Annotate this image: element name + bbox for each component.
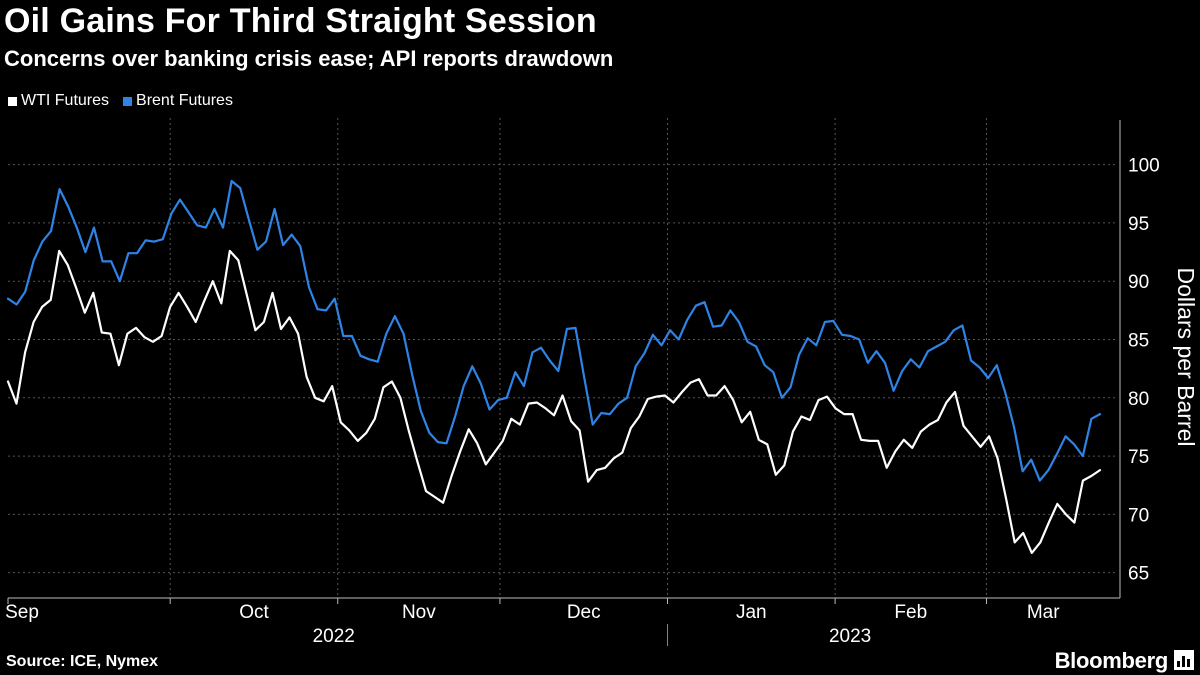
y-tick-label-90: 90: [1128, 272, 1149, 293]
legend-item-brent: Brent Futures: [123, 92, 233, 110]
legend: WTI Futures Brent Futures: [8, 92, 233, 110]
legend-label-brent: Brent Futures: [136, 92, 233, 109]
x-tick-label-nov: Nov: [402, 602, 436, 623]
series-line-wti: [6, 249, 1102, 555]
y-tick-label-100: 100: [1128, 156, 1160, 177]
source-note: Source: ICE, Nymex: [6, 653, 159, 670]
x-tick-label-mar: Mar: [1027, 602, 1060, 623]
chart-title: Oil Gains For Third Straight Session: [4, 2, 597, 40]
y-tick-label-75: 75: [1128, 447, 1149, 468]
x-tick-label-jan: Jan: [736, 602, 767, 623]
legend-label-wti: WTI Futures: [21, 92, 110, 109]
y-tick-label-95: 95: [1128, 214, 1149, 235]
y-tick-label-80: 80: [1128, 389, 1149, 410]
chart-subtitle: Concerns over banking crisis ease; API r…: [4, 46, 614, 71]
series-line-brent: [6, 179, 1102, 482]
y-tick-label-70: 70: [1128, 505, 1149, 526]
bloomberg-chart-icon: [1174, 650, 1194, 670]
y-tick-label-65: 65: [1128, 564, 1149, 585]
year-label-2022: 2022: [313, 626, 355, 647]
year-label-2023: 2023: [829, 626, 871, 647]
y-axis-title: Dollars per Barrel: [1173, 268, 1199, 447]
y-tick-label-85: 85: [1128, 331, 1149, 352]
x-tick-label-oct: Oct: [239, 602, 269, 623]
legend-swatch-brent: [123, 96, 133, 106]
x-tick-label-sep: Sep: [5, 602, 39, 623]
x-tick-label-feb: Feb: [894, 602, 927, 623]
legend-swatch-wti: [8, 96, 17, 106]
legend-item-wti: WTI Futures: [8, 92, 109, 110]
bloomberg-logo: Bloomberg: [1054, 648, 1169, 673]
x-tick-label-dec: Dec: [567, 602, 601, 623]
